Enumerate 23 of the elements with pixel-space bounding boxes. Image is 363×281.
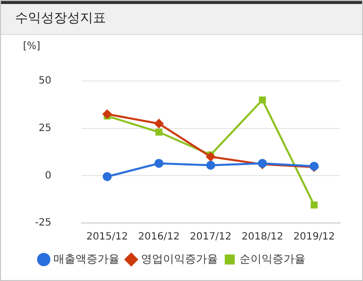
point	[206, 160, 216, 170]
y-tick-label: 50	[38, 76, 52, 87]
legend-label: 영업이익증가율	[140, 252, 218, 266]
point	[154, 158, 164, 168]
x-tick-label: 2015/12	[86, 232, 128, 243]
x-tick-label: 2017/12	[190, 232, 232, 243]
x-tick-label: 2016/12	[138, 232, 180, 243]
x-tick-label: 2018/12	[242, 232, 284, 243]
point	[155, 128, 162, 136]
y-tick-label: 25	[38, 122, 52, 134]
point	[310, 202, 318, 208]
point	[102, 172, 112, 182]
point	[154, 119, 164, 128]
chart-title: 수익성장성지표	[1, 1, 362, 35]
y-axis-title: [%]	[23, 41, 40, 52]
y-tick-label: -25	[34, 218, 52, 229]
legend-label: 매출액증가율	[53, 252, 120, 266]
y-tick-label: 0	[44, 170, 52, 182]
point	[258, 96, 266, 104]
x-tick-label: 2019/12	[293, 232, 335, 243]
point	[102, 110, 112, 119]
point	[206, 152, 216, 162]
legend-label: 순이익증가율	[239, 252, 306, 266]
